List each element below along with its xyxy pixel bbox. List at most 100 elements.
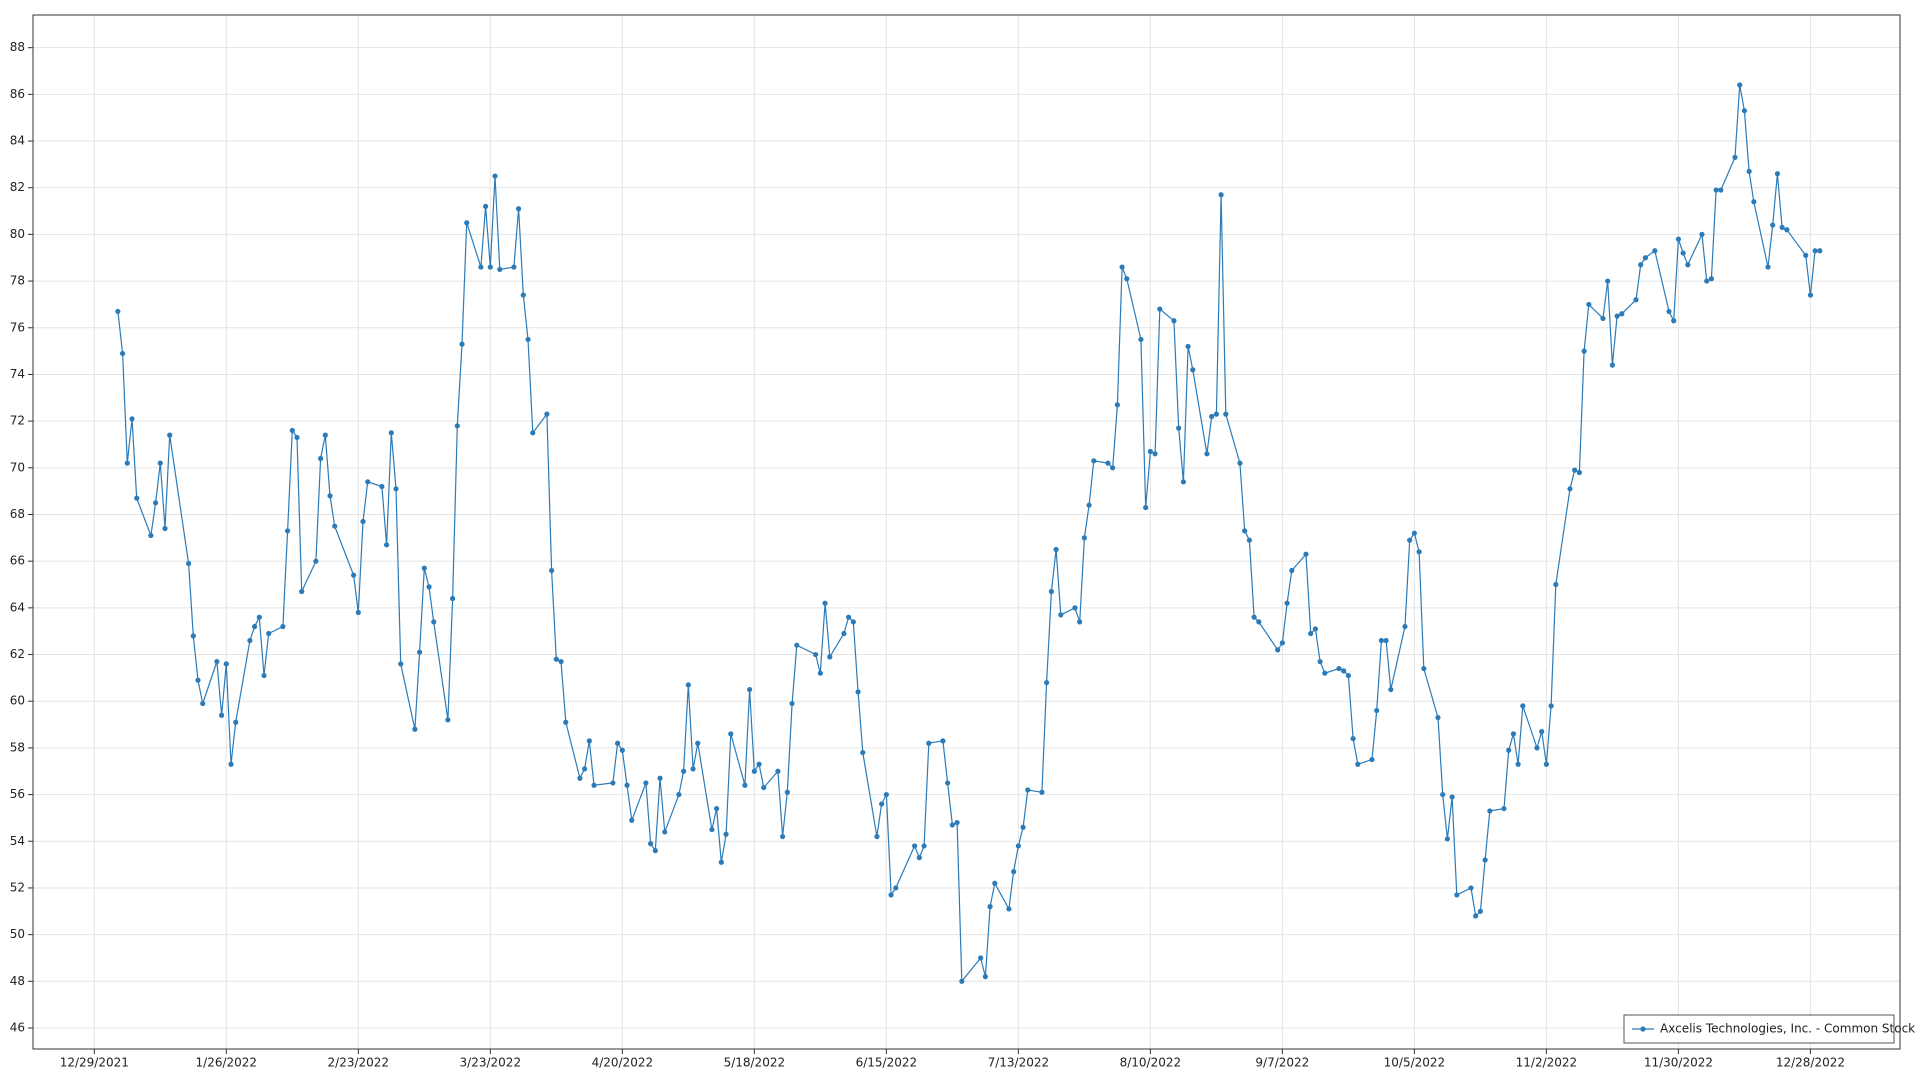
data-point: [728, 731, 734, 737]
data-point: [445, 717, 451, 723]
data-point: [549, 567, 555, 574]
data-point: [1741, 108, 1748, 114]
data-point: [681, 768, 687, 774]
data-point: [1345, 672, 1351, 679]
data-point: [1539, 728, 1545, 735]
data-point: [228, 761, 234, 767]
data-point: [261, 672, 267, 679]
data-point: [1515, 761, 1521, 767]
data-point: [1543, 761, 1550, 767]
data-point: [119, 350, 126, 357]
data-point: [959, 978, 965, 984]
data-point: [695, 740, 701, 746]
legend-swatch: [1640, 1026, 1646, 1032]
data-point: [1058, 612, 1064, 618]
data-point: [1713, 187, 1719, 193]
data-point: [850, 619, 856, 625]
data-point: [148, 532, 154, 539]
data-point: [1279, 640, 1285, 646]
data-point: [1209, 413, 1215, 420]
data-point: [1152, 451, 1158, 457]
data-point: [577, 775, 583, 781]
data-point: [412, 726, 418, 732]
data-point: [214, 658, 220, 665]
x-tick-label: 9/7/2022: [1255, 1056, 1309, 1070]
y-tick-label: 82: [10, 180, 25, 194]
data-point: [431, 619, 437, 625]
data-point: [492, 173, 498, 179]
x-tick-label: 5/18/2022: [724, 1056, 786, 1070]
data-point: [530, 430, 536, 436]
data-point: [1614, 313, 1620, 319]
data-point: [1784, 227, 1790, 233]
data-point: [775, 768, 781, 774]
data-point: [1454, 892, 1460, 898]
data-point: [1322, 670, 1328, 676]
y-tick-label: 62: [10, 647, 25, 661]
data-point: [916, 855, 922, 861]
data-point: [629, 817, 635, 823]
data-point: [421, 565, 427, 571]
data-point: [874, 833, 880, 840]
x-tick-label: 7/13/2022: [988, 1056, 1050, 1070]
x-tick-label: 8/10/2022: [1120, 1056, 1182, 1070]
data-point: [1477, 908, 1483, 914]
y-tick-label: 50: [10, 927, 25, 941]
data-point: [1048, 588, 1054, 595]
data-point: [676, 791, 682, 798]
data-point: [1237, 460, 1243, 466]
data-point: [624, 782, 630, 788]
data-point: [1204, 451, 1210, 457]
data-point: [1284, 600, 1290, 606]
x-tick-label: 10/5/2022: [1384, 1056, 1446, 1070]
y-tick-label: 54: [10, 834, 25, 848]
data-point: [912, 843, 918, 849]
data-point: [789, 700, 795, 707]
data-point: [1378, 637, 1384, 644]
data-point: [1487, 808, 1493, 814]
data-point: [1223, 411, 1229, 417]
data-point: [1751, 199, 1757, 205]
y-tick-label: 46: [10, 1020, 25, 1034]
data-point: [1652, 248, 1658, 254]
data-point: [1435, 714, 1441, 721]
data-point: [1746, 168, 1752, 174]
data-point: [1020, 824, 1026, 830]
y-tick-label: 60: [10, 694, 25, 708]
data-point: [1619, 311, 1625, 317]
x-tick-label: 4/20/2022: [592, 1056, 654, 1070]
x-tick-label: 2/23/2022: [328, 1056, 390, 1070]
data-point: [185, 560, 192, 567]
data-point: [1308, 630, 1314, 637]
data-point: [1548, 703, 1554, 709]
data-point: [1642, 255, 1649, 261]
data-point: [982, 974, 988, 980]
y-tick-label: 58: [10, 740, 25, 754]
data-point: [1638, 262, 1644, 268]
data-point: [426, 584, 432, 590]
data-point: [1468, 885, 1474, 891]
data-point: [1312, 626, 1318, 632]
data-point: [417, 649, 423, 655]
data-point: [1317, 658, 1323, 665]
data-point: [1482, 857, 1488, 863]
data-point: [1081, 535, 1087, 541]
data-point: [723, 831, 729, 837]
x-tick-label: 12/29/2021: [60, 1056, 129, 1070]
data-point: [756, 761, 762, 767]
data-point: [1124, 276, 1130, 282]
data-point: [398, 661, 404, 667]
data-point: [558, 658, 564, 665]
data-point: [1105, 460, 1111, 466]
data-point: [134, 495, 140, 501]
data-point: [1053, 546, 1059, 553]
data-point: [195, 677, 201, 683]
data-point: [1671, 318, 1677, 324]
data-point: [591, 782, 597, 788]
data-point: [124, 460, 130, 466]
data-point: [1086, 502, 1092, 508]
legend-box: [1623, 1014, 1895, 1044]
data-point: [1213, 411, 1219, 417]
data-point: [643, 780, 649, 786]
data-point: [690, 766, 696, 772]
